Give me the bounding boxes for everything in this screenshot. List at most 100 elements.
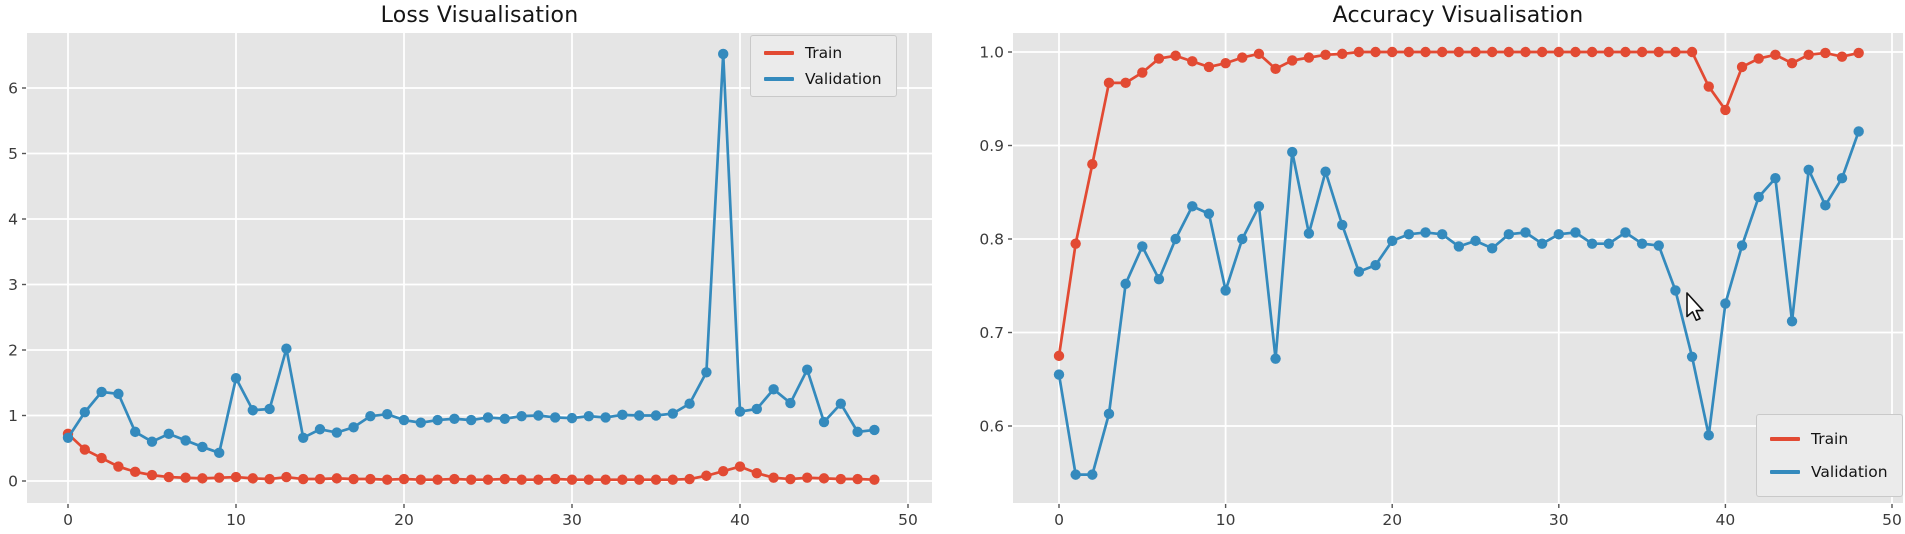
data-point: [264, 473, 275, 485]
data-point: [533, 474, 544, 485]
data-point: [1853, 126, 1864, 137]
legend-label-train: Train: [1811, 430, 1849, 448]
legend-item-validation: Validation: [751, 70, 896, 88]
data-point: [348, 422, 359, 433]
data-point: [1370, 259, 1381, 271]
data-point: [348, 473, 359, 485]
x-tick-label: 0: [1054, 511, 1064, 529]
data-point: [1337, 219, 1348, 231]
data-point: [734, 461, 746, 472]
data-point: [365, 473, 376, 485]
data-point: [1636, 46, 1648, 58]
data-point: [499, 473, 510, 485]
data-point: [701, 367, 712, 378]
validation-line-swatch: [1770, 470, 1800, 474]
train-line-swatch: [1770, 437, 1800, 441]
data-point: [650, 410, 662, 421]
data-point: [1287, 55, 1298, 66]
data-point: [1153, 274, 1165, 285]
legend-label-train: Train: [805, 44, 843, 62]
y-tick-label: 5: [8, 145, 18, 163]
data-point: [1703, 81, 1714, 92]
data-point: [230, 372, 242, 384]
data-point: [634, 474, 645, 485]
data-point: [1053, 369, 1065, 380]
data-point: [1420, 46, 1431, 58]
data-point: [1353, 46, 1365, 58]
x-tick-label: 40: [730, 511, 750, 529]
data-point: [214, 472, 225, 483]
validation-series: [62, 48, 880, 459]
data-point: [533, 410, 544, 421]
data-point: [516, 474, 527, 485]
data-point: [1436, 229, 1448, 240]
data-point: [1653, 240, 1664, 251]
data-point: [415, 417, 426, 428]
data-point: [1087, 469, 1098, 480]
data-point: [1720, 298, 1731, 309]
data-point: [1237, 52, 1248, 63]
data-point: [566, 412, 578, 424]
data-point: [1670, 285, 1681, 296]
data-point: [331, 427, 342, 438]
accuracy-chart-title: Accuracy Visualisation: [1332, 3, 1584, 28]
legend-item-train: Train: [751, 44, 896, 62]
data-point: [1736, 61, 1748, 73]
data-point: [1753, 53, 1764, 64]
data-point: [1270, 353, 1281, 364]
plot-area: [27, 33, 932, 503]
data-point: [1670, 46, 1681, 58]
data-point: [785, 397, 796, 409]
data-point: [566, 474, 578, 485]
data-point: [130, 466, 141, 478]
data-point: [1436, 46, 1448, 58]
data-point: [1803, 164, 1814, 176]
data-point: [163, 471, 174, 483]
data-point: [1553, 46, 1565, 58]
train-series: [1053, 46, 1864, 362]
axes: 0 10 20 30 40 50 0.6 0.7 0.8 0.9 1.0: [979, 44, 1902, 530]
data-point: [718, 48, 729, 60]
data-point: [1586, 238, 1598, 249]
data-point: [79, 444, 91, 455]
data-point: [1486, 243, 1498, 254]
data-point: [583, 410, 594, 422]
data-point: [550, 412, 561, 423]
data-point: [634, 410, 645, 421]
data-point: [482, 412, 494, 423]
data-point: [499, 413, 510, 424]
data-point: [382, 408, 393, 420]
data-point: [1570, 46, 1581, 58]
y-tick-label: 2: [8, 342, 18, 360]
data-point: [466, 414, 477, 426]
data-point: [1203, 61, 1215, 73]
data-point: [768, 384, 779, 395]
data-point: [1853, 47, 1864, 59]
data-point: [281, 471, 292, 483]
data-point: [79, 407, 91, 418]
data-point: [398, 414, 410, 426]
data-point: [146, 436, 158, 447]
data-point: [247, 473, 258, 484]
data-point: [1820, 200, 1831, 211]
data-point: [1270, 63, 1281, 75]
data-point: [197, 441, 208, 453]
data-point: [600, 412, 611, 423]
y-tick-label: 0: [8, 473, 18, 491]
data-point: [1403, 229, 1415, 240]
data-point: [818, 416, 830, 428]
data-point: [146, 469, 158, 481]
data-point: [466, 474, 477, 485]
loss-legend: Train Validation: [750, 35, 897, 97]
x-tick-label: 50: [898, 511, 918, 529]
data-point: [852, 473, 863, 485]
data-point: [650, 474, 662, 485]
accuracy-legend: Train Validation: [1756, 414, 1903, 497]
data-point: [1620, 46, 1631, 58]
data-point: [869, 474, 880, 485]
data-point: [1070, 469, 1081, 480]
data-point: [1370, 46, 1381, 58]
data-point: [818, 473, 830, 484]
data-point: [382, 474, 393, 485]
